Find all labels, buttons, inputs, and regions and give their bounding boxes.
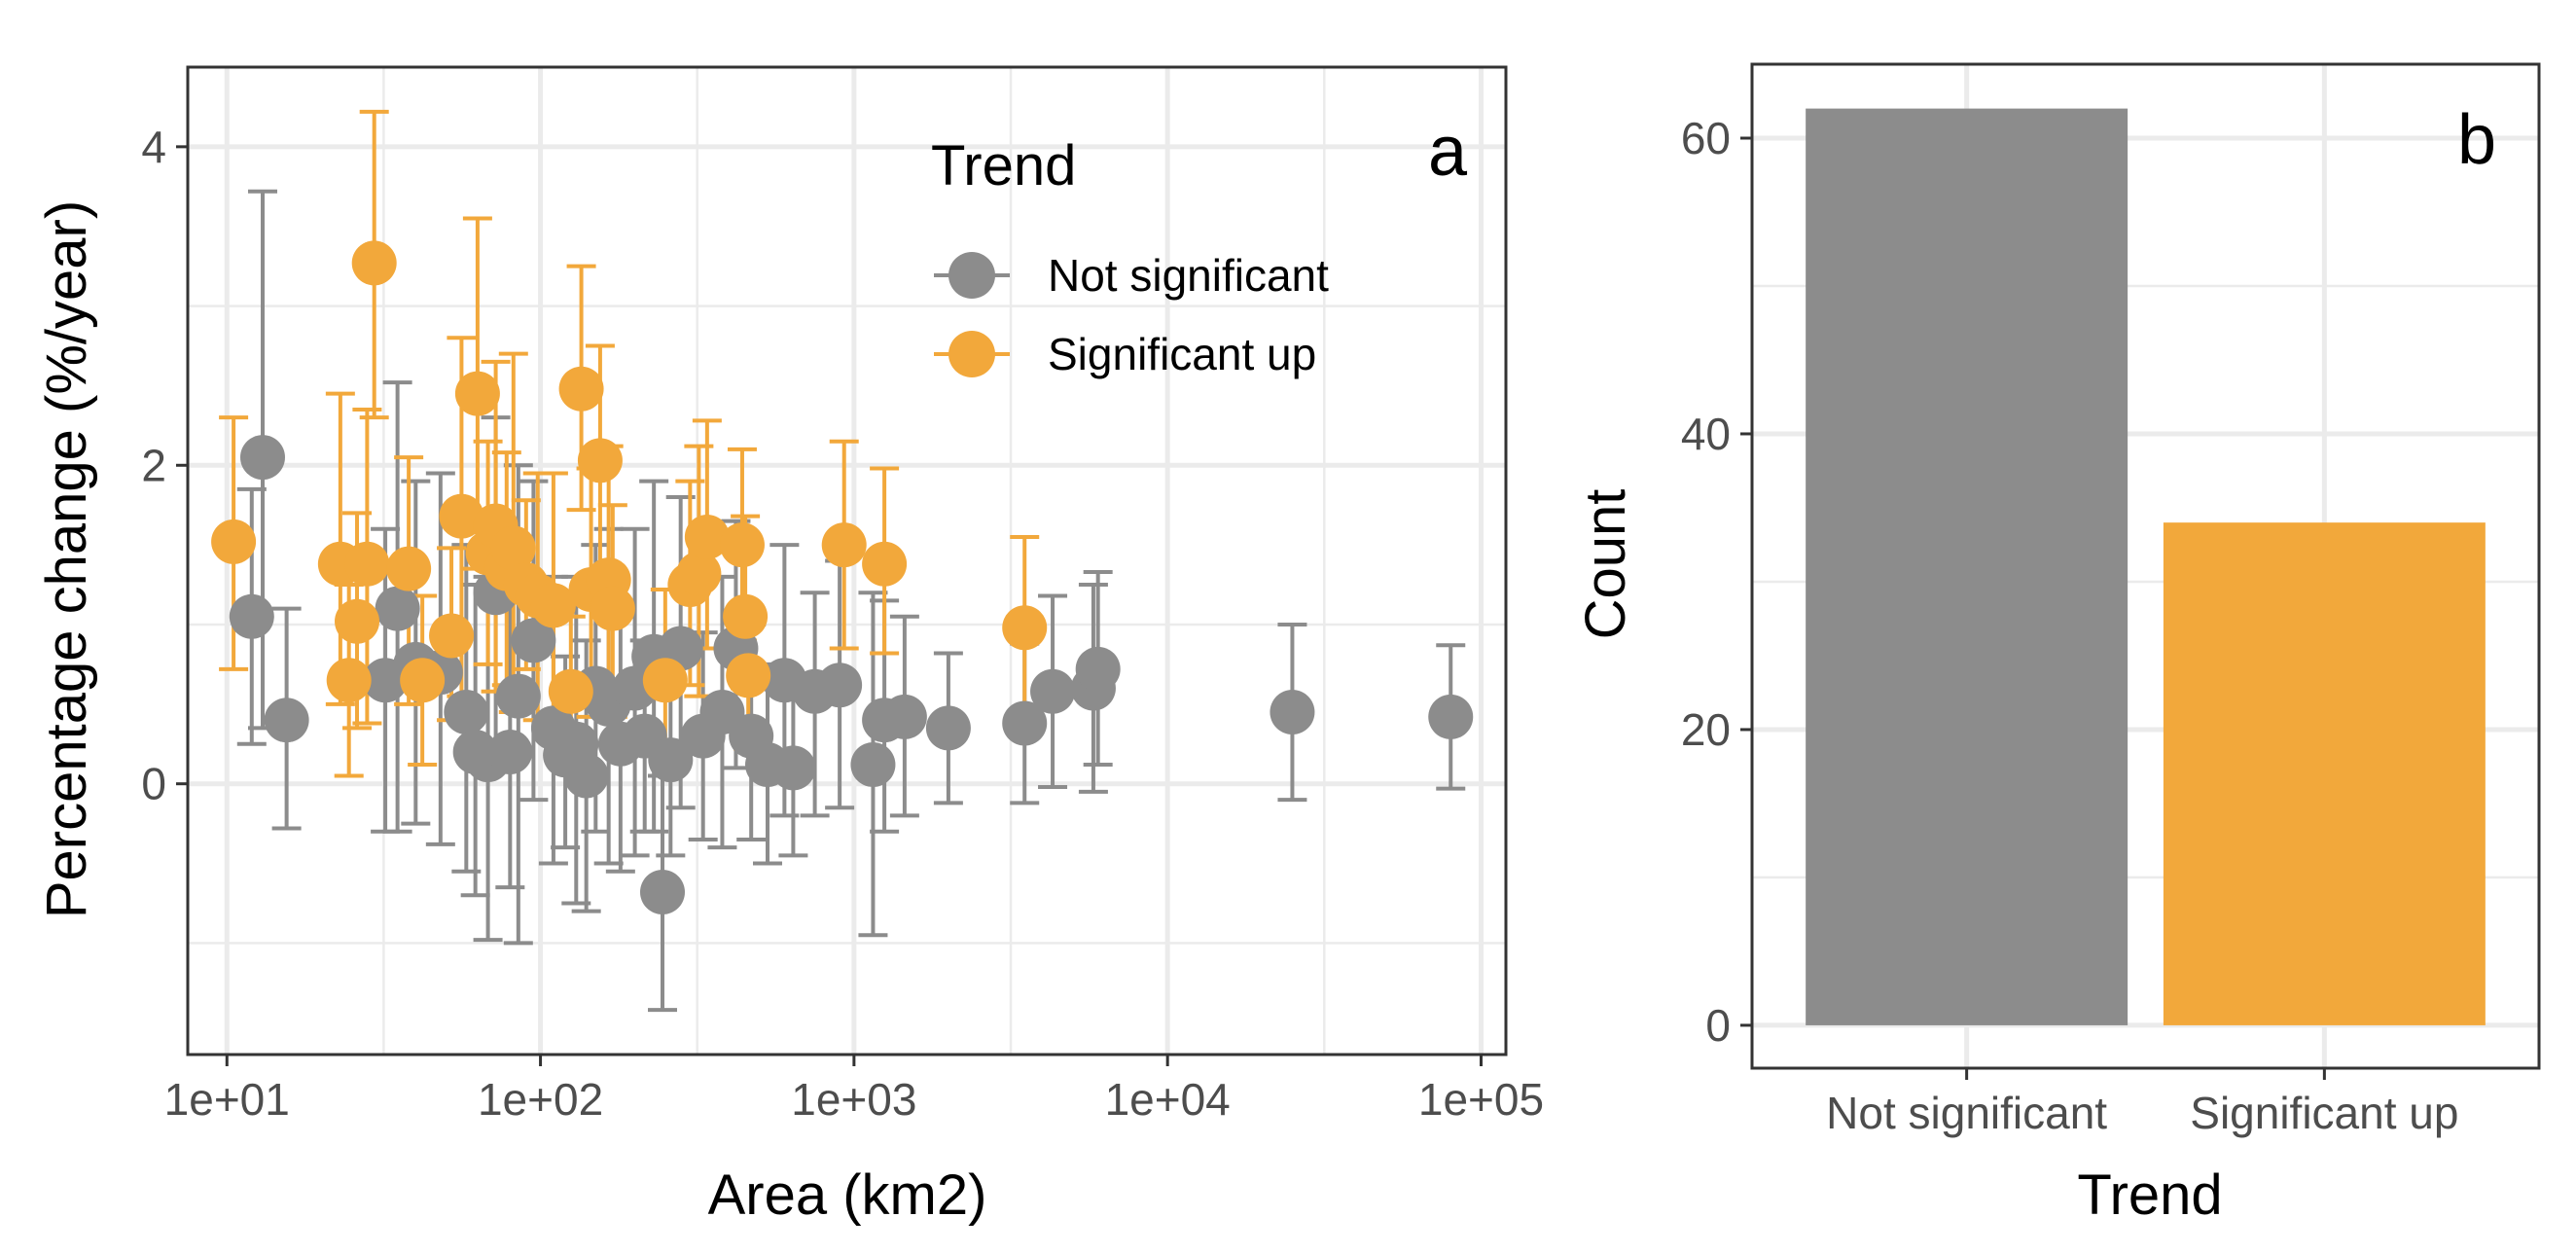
point-significant-up — [439, 493, 484, 539]
bar-panel: 0 20 40 60 Not significant Significant up b T… — [1574, 62, 2541, 1227]
x-tick-label: 1e+04 — [1105, 1074, 1231, 1125]
panel-label-a: a — [1428, 113, 1468, 191]
point-not-significant — [1030, 668, 1076, 714]
point-not-significant — [850, 742, 896, 788]
point-not-significant — [1270, 690, 1315, 735]
x-tick-label: 1e+01 — [164, 1074, 290, 1125]
point-significant-up — [386, 546, 432, 591]
x-axis-title-a: Area (km2) — [708, 1164, 987, 1227]
x-tick-label: Not significant — [1826, 1088, 2107, 1138]
point-not-significant — [444, 690, 489, 735]
point-significant-up — [344, 541, 390, 587]
point-significant-up — [429, 613, 475, 659]
point-not-significant — [770, 745, 816, 791]
y-axis-title-b: Count — [1574, 489, 1637, 640]
point-significant-up — [719, 522, 765, 568]
scatter-frame — [186, 65, 1508, 1056]
point-significant-up — [642, 658, 688, 703]
x-tick-label: 1e+05 — [1418, 1074, 1544, 1125]
point-not-significant — [1075, 646, 1121, 692]
point-significant-up — [558, 366, 604, 412]
x-tick-label: 1e+03 — [791, 1074, 916, 1125]
y-tick-label: 40 — [1681, 409, 1731, 459]
point-not-significant — [563, 753, 609, 799]
point-not-significant — [1428, 694, 1474, 739]
point-significant-up — [530, 583, 576, 628]
y-tick-label: 20 — [1681, 704, 1731, 755]
bar-frame — [1750, 62, 2541, 1070]
bar-axis-ticks: 0 20 40 60 Not significant Significant up — [1681, 113, 2459, 1138]
point-significant-up — [335, 598, 380, 644]
legend-key-significant-up — [934, 331, 1010, 377]
point-not-significant — [264, 698, 309, 743]
x-tick-label: Significant up — [2190, 1088, 2458, 1138]
scatter-points — [211, 240, 1474, 915]
point-significant-up — [351, 240, 397, 286]
point-significant-up — [1002, 605, 1048, 651]
point-significant-up — [548, 668, 593, 714]
scatter-panel: 1e+01 1e+02 1e+03 1e+04 1e+05 0 2 4 a Trend Not… — [35, 65, 1544, 1227]
scatter-axis-ticks: 1e+01 1e+02 1e+03 1e+04 1e+05 0 2 4 — [141, 122, 1544, 1125]
point-significant-up — [684, 514, 730, 559]
bars — [1806, 108, 2486, 1025]
point-significant-up — [726, 653, 771, 698]
y-axis-title-a: Percentage change (%/year) — [35, 200, 98, 918]
bar-not-significant — [1806, 108, 2129, 1025]
point-significant-up — [326, 658, 372, 703]
point-not-significant — [239, 435, 285, 481]
point-not-significant — [817, 662, 863, 708]
legend-label-not-significant: Not significant — [1048, 250, 1329, 301]
point-significant-up — [862, 541, 908, 587]
y-tick-label: 0 — [1705, 1000, 1731, 1051]
point-significant-up — [821, 522, 867, 568]
point-not-significant — [925, 705, 971, 751]
y-tick-label: 2 — [141, 440, 166, 490]
point-not-significant — [648, 737, 694, 783]
point-significant-up — [490, 525, 536, 571]
x-axis-title-b: Trend — [2077, 1164, 2222, 1227]
point-significant-up — [577, 438, 623, 483]
point-significant-up — [676, 551, 722, 596]
y-tick-label: 60 — [1681, 113, 1731, 163]
point-significant-up — [454, 371, 500, 416]
point-significant-up — [211, 519, 257, 564]
point-not-significant — [881, 694, 927, 739]
point-not-significant — [375, 586, 420, 631]
x-tick-label: 1e+02 — [478, 1074, 603, 1125]
y-tick-label: 0 — [141, 759, 166, 809]
y-tick-label: 4 — [141, 122, 166, 172]
bar-significant-up — [2163, 522, 2486, 1025]
point-not-significant — [487, 729, 533, 774]
point-not-significant — [1002, 700, 1048, 746]
legend-key-not-significant — [934, 252, 1010, 299]
plot-border-a — [186, 65, 1508, 1056]
legend: Trend Not significant Significant up — [931, 134, 1329, 379]
legend-title: Trend — [931, 134, 1076, 197]
point-not-significant — [640, 870, 686, 915]
point-significant-up — [723, 593, 769, 639]
plot-border-b — [1750, 62, 2541, 1070]
point-not-significant — [229, 593, 274, 639]
point-not-significant — [495, 673, 541, 719]
panel-label-b: b — [2457, 101, 2496, 179]
point-significant-up — [590, 586, 635, 631]
legend-label-significant-up: Significant up — [1048, 329, 1316, 379]
point-not-significant — [511, 618, 556, 663]
point-significant-up — [400, 658, 446, 703]
